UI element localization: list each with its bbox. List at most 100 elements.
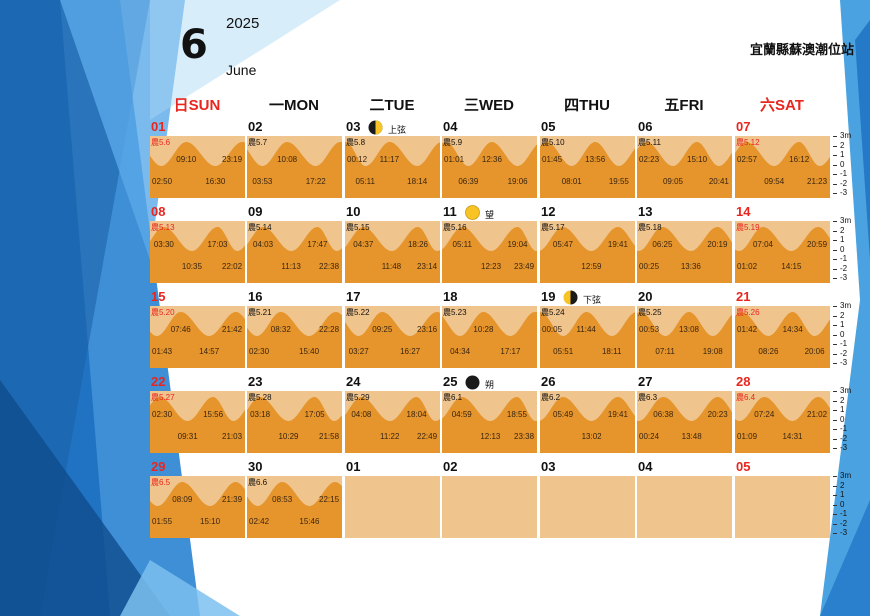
empty-tide-panel <box>735 476 830 538</box>
scale-label: 3m <box>840 386 852 395</box>
day-number: 06 <box>638 119 653 134</box>
day-cell[interactable]: 10 農5.15 04:37 18:26 11:48 23:14 <box>345 203 440 283</box>
low-tide-time: 13:36 <box>680 262 701 271</box>
day-cell[interactable]: 14 農5.19 07:04 20:59 01:02 14:15 <box>735 203 830 283</box>
day-number: 21 <box>736 289 751 304</box>
day-cell[interactable]: 26 農6.2 05:49 19:41 13:02 <box>540 373 635 453</box>
scale-label: 1 <box>840 320 845 329</box>
low-tide-time: 00:24 <box>639 432 660 441</box>
tide-height-scale: 3m 2 1 0 -1 -2 -3 <box>833 217 863 283</box>
day-cell[interactable]: 24 農5.29 04:08 18:04 11:22 22:49 <box>345 373 440 453</box>
moon-phase-icon <box>465 375 480 390</box>
day-cell[interactable]: 07 農5.12 02:57 16:12 09:54 21:23 <box>735 118 830 198</box>
tide-curve <box>150 476 245 506</box>
low-tide-time: 17:22 <box>305 177 326 186</box>
high-tide-time: 20:23 <box>707 410 728 419</box>
day-cell[interactable]: 23 農5.28 03:18 17:05 10:29 21:58 <box>247 373 342 453</box>
day-cell[interactable]: 03 <box>540 458 635 538</box>
tide-curve <box>247 476 342 506</box>
day-cell[interactable]: 20 農5.25 00:53 13:08 07:11 19:08 <box>637 288 732 368</box>
tide-chart: 農5.28 03:18 17:05 10:29 21:58 <box>247 391 342 453</box>
day-number: 02 <box>248 119 263 134</box>
day-number: 08 <box>151 204 166 219</box>
low-tide-time: 16:30 <box>205 177 226 186</box>
weekday-label: 四THU <box>564 97 610 114</box>
day-cell[interactable]: 09 農5.14 04:03 17:47 11:13 22:38 <box>247 203 342 283</box>
tide-chart: 農6.1 04:59 18:55 12:13 23:38 <box>442 391 537 453</box>
high-tide-time: 05:49 <box>553 410 574 419</box>
lunar-date: 農5.23 <box>443 308 467 317</box>
day-cell[interactable]: 27 農6.3 06:38 20:23 00:24 13:48 <box>637 373 732 453</box>
day-cell[interactable]: 05 <box>735 458 830 538</box>
scale-tick <box>833 259 837 260</box>
tide-curve <box>735 391 830 421</box>
tide-chart: 農5.16 05:11 19:04 12:23 23:49 <box>442 221 537 283</box>
day-number: 05 <box>541 119 556 134</box>
day-cell[interactable]: 06 農5.11 02:23 15:10 09:05 20:41 <box>637 118 732 198</box>
day-cell[interactable]: 11 望農5.16 05:11 19:04 12:23 23:49 <box>442 203 537 283</box>
low-tide-time: 15:10 <box>200 517 221 526</box>
lunar-date: 農5.14 <box>248 223 272 232</box>
tide-curve <box>637 136 732 166</box>
day-cell[interactable]: 15 農5.20 07:46 21:42 01:43 14:57 <box>150 288 245 368</box>
low-tide-time: 19:06 <box>507 177 528 186</box>
tide-height-scale: 3m 2 1 0 -1 -2 -3 <box>833 472 863 538</box>
lunar-date: 農5.10 <box>541 138 565 147</box>
tide-chart: 農5.14 04:03 17:47 11:13 22:38 <box>247 221 342 283</box>
tide-curve <box>345 221 440 251</box>
tide-curve <box>637 306 732 336</box>
high-tide-time: 13:56 <box>585 155 606 164</box>
day-cell[interactable]: 04 <box>637 458 732 538</box>
high-tide-time: 15:10 <box>687 155 708 164</box>
scale-label: 3m <box>840 216 852 225</box>
scale-tick <box>833 391 837 392</box>
day-cell[interactable]: 04 農5.9 01:01 12:36 06:39 19:06 <box>442 118 537 198</box>
day-cell[interactable]: 02 <box>442 458 537 538</box>
low-tide-time: 09:05 <box>662 177 683 186</box>
day-cell[interactable]: 17 農5.22 09:25 23:16 03:27 16:27 <box>345 288 440 368</box>
day-cell[interactable]: 21 農5.26 01:42 14:34 08:26 20:06 <box>735 288 830 368</box>
day-cell[interactable]: 13 農5.18 06:25 20:19 00:25 13:36 <box>637 203 732 283</box>
day-cell[interactable]: 01 <box>345 458 440 538</box>
day-number: 13 <box>638 204 653 219</box>
day-cell[interactable]: 12 農5.17 05:47 19:41 12:59 <box>540 203 635 283</box>
low-tide-time: 18:14 <box>407 177 428 186</box>
day-cell[interactable]: 05 農5.10 01:45 13:56 08:01 19:55 <box>540 118 635 198</box>
tide-chart: 農5.26 01:42 14:34 08:26 20:06 <box>735 306 830 368</box>
scale-label: -2 <box>840 263 848 273</box>
low-tide-time: 12:23 <box>481 262 502 271</box>
day-cell[interactable]: 02 農5.7 10:08 03:53 17:22 <box>247 118 342 198</box>
day-cell[interactable]: 28 農6.4 07:24 21:02 01:09 14:31 <box>735 373 830 453</box>
tide-curve <box>150 391 245 421</box>
day-cell[interactable]: 08 農5.13 03:30 17:03 10:35 22:02 <box>150 203 245 283</box>
day-cell[interactable]: 18 農5.23 10:28 04:34 17:17 <box>442 288 537 368</box>
high-tide-time: 17:47 <box>307 240 328 249</box>
moon-phase-label: 望 <box>485 210 495 220</box>
high-tide-time: 22:28 <box>319 325 340 334</box>
high-tide-time: 18:55 <box>506 410 527 419</box>
day-cell[interactable]: 03 上弦 農5.8 00:12 11:17 05:11 18:14 <box>345 118 440 198</box>
moon-phase-label: 朔 <box>485 380 495 390</box>
day-number: 04 <box>638 459 653 474</box>
day-cell[interactable]: 19 下弦 農5.24 00:05 11:44 05:51 18:11 <box>540 288 635 368</box>
low-tide-time: 17:17 <box>500 347 521 356</box>
scale-tick <box>833 504 837 506</box>
tide-chart: 農5.20 07:46 21:42 01:43 14:57 <box>150 306 245 368</box>
day-cell[interactable]: 29 農6.5 08:09 21:39 01:55 15:10 <box>150 458 245 538</box>
scale-tick <box>833 183 837 185</box>
lunar-date: 農5.17 <box>541 223 565 232</box>
day-cell[interactable]: 16 農5.21 08:32 22:28 02:30 15:40 <box>247 288 342 368</box>
scale-tick <box>833 230 837 232</box>
day-cell[interactable]: 30 農6.6 08:53 22:15 02:42 15:46 <box>247 458 342 538</box>
low-tide-time: 11:13 <box>281 262 301 271</box>
day-cell[interactable]: 22 農5.27 02:30 15:56 09:31 21:03 <box>150 373 245 453</box>
high-tide-time: 03:30 <box>153 240 174 249</box>
day-cell[interactable]: 25 朔農6.1 04:59 18:55 12:13 23:38 <box>442 373 537 453</box>
day-number: 29 <box>151 459 166 474</box>
day-cell[interactable]: 01 農5.6 09:10 23:19 02:50 16:30 <box>150 118 245 198</box>
year: 2025 <box>226 15 260 32</box>
low-tide-time: 23:49 <box>514 262 535 271</box>
day-number: 09 <box>248 204 263 219</box>
tide-chart: 農5.24 00:05 11:44 05:51 18:11 <box>540 306 635 368</box>
day-number: 24 <box>346 374 361 389</box>
